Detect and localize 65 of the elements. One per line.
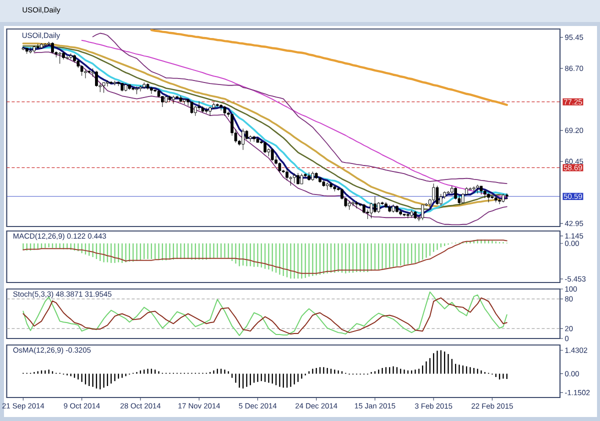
candlestick (51, 42, 54, 54)
candlestick (432, 183, 436, 203)
candlestick (436, 185, 439, 206)
candlestick (270, 148, 274, 162)
candlestick (494, 195, 498, 203)
candlestick (396, 204, 398, 213)
candlestick (84, 70, 87, 79)
candlestick (330, 182, 332, 189)
candlestick (88, 70, 91, 74)
candlestick (176, 95, 179, 100)
candlestick (264, 142, 266, 154)
candlestick (333, 185, 336, 192)
candlestick (194, 106, 197, 116)
candlestick (204, 107, 208, 114)
candlestick (150, 86, 153, 94)
candlestick (29, 47, 32, 54)
candlestick (487, 192, 490, 203)
candlestick (124, 83, 128, 92)
candlestick (248, 135, 252, 142)
candlestick (472, 186, 476, 192)
candlestick (476, 184, 479, 194)
candlestick (120, 82, 124, 92)
candlestick (286, 168, 288, 181)
candlestick (22, 46, 25, 51)
candlestick (384, 202, 388, 208)
candlestick (256, 136, 260, 143)
candlestick (446, 190, 450, 194)
candlestick (110, 80, 113, 84)
candlestick (208, 106, 212, 116)
candlestick (406, 212, 410, 219)
candlestick (132, 86, 135, 91)
candlestick (106, 80, 109, 87)
candlestick (242, 128, 244, 150)
candlestick (198, 101, 200, 110)
candlestick (220, 104, 222, 111)
candlestick (95, 70, 98, 88)
candlestick (362, 204, 366, 214)
candlestick (388, 204, 392, 213)
candlestick (498, 198, 501, 204)
candlestick (505, 193, 508, 199)
candlestick (62, 52, 65, 60)
candlestick (374, 196, 376, 214)
candlestick (454, 186, 457, 200)
candlestick (314, 172, 318, 180)
candlestick (292, 173, 296, 184)
candlestick (40, 42, 43, 50)
candlestick (308, 172, 310, 182)
candlestick (58, 52, 62, 64)
candlestick (296, 172, 300, 184)
candlestick (25, 48, 28, 54)
candlestick (172, 95, 175, 104)
candlestick (352, 200, 354, 207)
candlestick (311, 171, 314, 182)
candlestick (289, 176, 292, 186)
candlestick (212, 102, 216, 110)
candlestick (128, 84, 131, 90)
candlestick (73, 54, 76, 63)
candlestick (490, 196, 494, 200)
candlestick (102, 82, 106, 94)
candlestick (322, 180, 326, 188)
candlestick (300, 173, 304, 184)
candlestick (179, 95, 182, 103)
candlestick (139, 85, 142, 92)
candlestick (502, 194, 505, 203)
candlestick (252, 135, 256, 142)
